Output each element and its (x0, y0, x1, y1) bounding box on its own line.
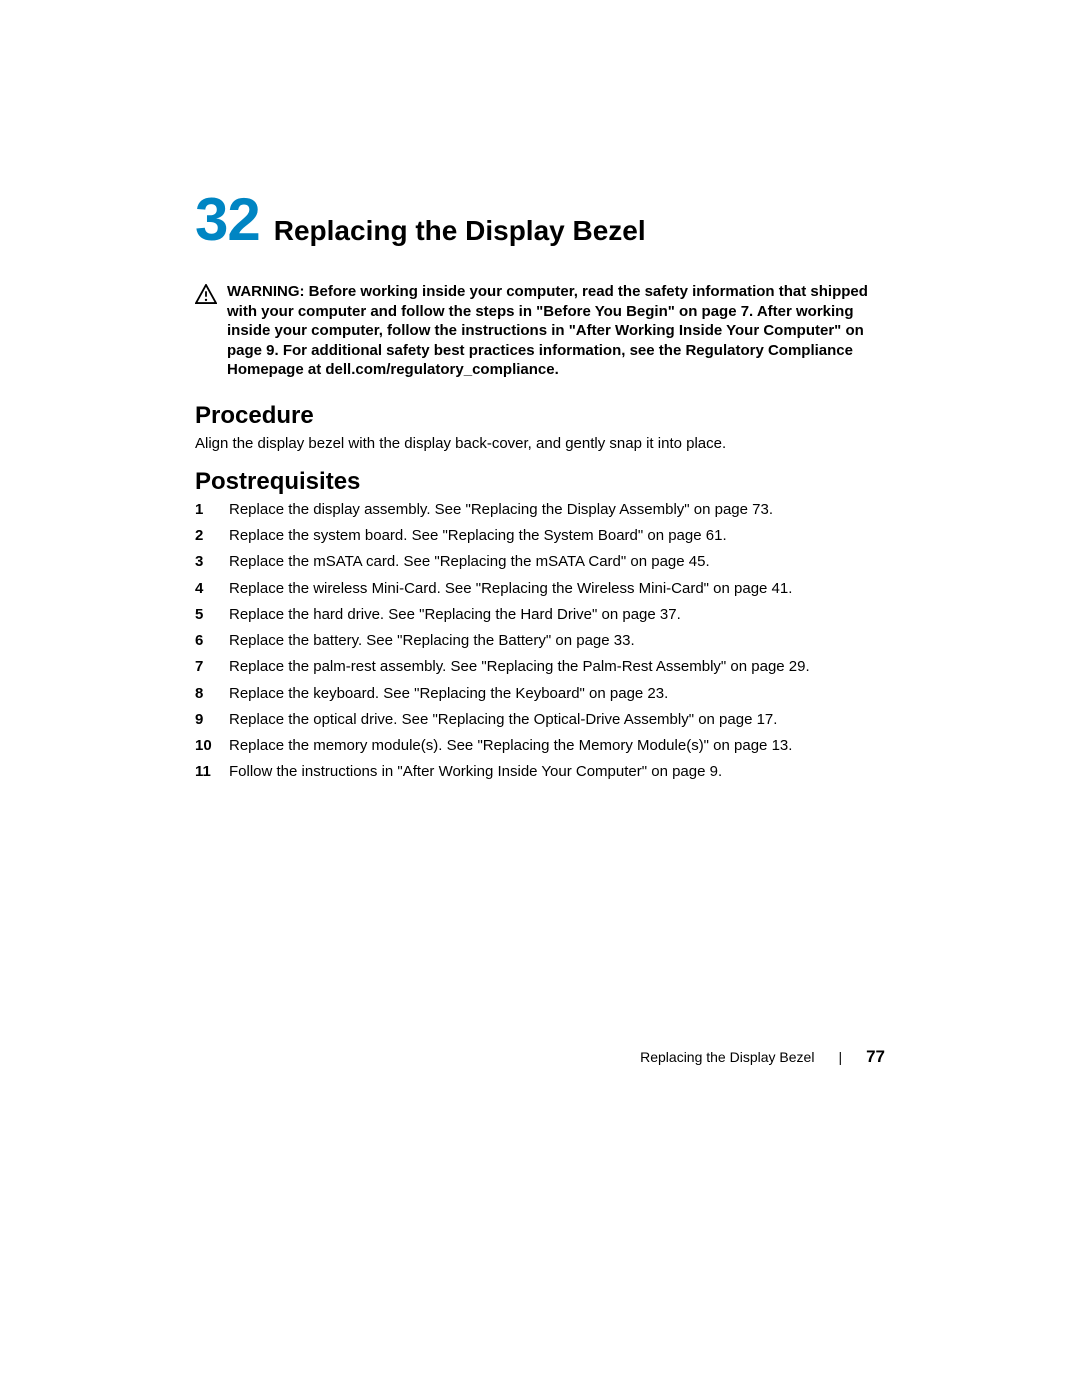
list-item: Replace the battery. See "Replacing the … (195, 631, 885, 651)
list-item: Replace the hard drive. See "Replacing t… (195, 605, 885, 625)
procedure-heading: Procedure (195, 402, 885, 430)
warning-text: WARNING: Before working inside your comp… (227, 282, 885, 380)
warning-icon (195, 284, 217, 309)
postrequisites-heading: Postrequisites (195, 468, 885, 496)
chapter-title: Replacing the Display Bezel (274, 216, 646, 247)
warning-block: WARNING: Before working inside your comp… (195, 282, 885, 380)
footer-separator: | (838, 1049, 842, 1065)
warning-label: WARNING: (227, 283, 305, 300)
list-item: Replace the memory module(s). See "Repla… (195, 736, 885, 756)
list-item: Replace the wireless Mini-Card. See "Rep… (195, 579, 885, 599)
warning-body: Before working inside your computer, rea… (227, 283, 868, 378)
list-item: Follow the instructions in "After Workin… (195, 762, 885, 782)
list-item: Replace the system board. See "Replacing… (195, 526, 885, 546)
list-item: Replace the mSATA card. See "Replacing t… (195, 552, 885, 572)
procedure-text: Align the display bezel with the display… (195, 434, 885, 454)
list-item: Replace the display assembly. See "Repla… (195, 500, 885, 520)
page-footer: Replacing the Display Bezel | 77 (640, 1047, 885, 1067)
document-page: 32 Replacing the Display Bezel WARNING: … (0, 0, 1080, 1397)
list-item: Replace the palm-rest assembly. See "Rep… (195, 657, 885, 677)
list-item: Replace the optical drive. See "Replacin… (195, 710, 885, 730)
footer-title: Replacing the Display Bezel (640, 1049, 814, 1065)
list-item: Replace the keyboard. See "Replacing the… (195, 684, 885, 704)
chapter-number: 32 (195, 190, 260, 250)
footer-page-number: 77 (866, 1047, 885, 1067)
chapter-heading: 32 Replacing the Display Bezel (195, 190, 885, 250)
postrequisites-list: Replace the display assembly. See "Repla… (195, 500, 885, 783)
